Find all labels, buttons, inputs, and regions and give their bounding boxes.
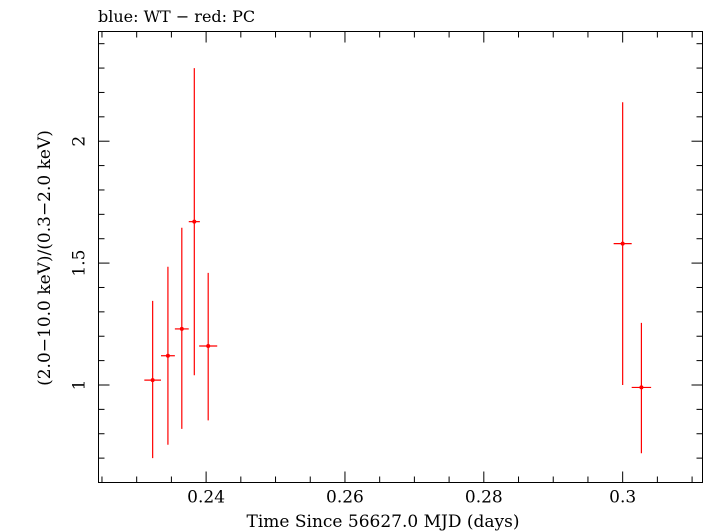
data-point (199, 272, 218, 421)
point-marker (165, 353, 170, 358)
data-point (631, 322, 652, 454)
x-tick-label: 0.24 (187, 488, 225, 508)
point-marker (150, 378, 155, 383)
data-points (144, 68, 652, 459)
x-tick-label: 0.28 (465, 488, 503, 508)
y-tick-label: 1.5 (70, 250, 90, 277)
point-marker (179, 326, 184, 331)
data-point (174, 227, 189, 429)
point-marker (192, 219, 197, 224)
axis-ticks (98, 31, 703, 483)
point-marker (206, 343, 211, 348)
point-marker (620, 241, 625, 246)
y-tick-label: 2 (70, 136, 90, 147)
point-marker (639, 385, 644, 390)
x-tick-label: 0.3 (609, 488, 636, 508)
data-point (144, 300, 161, 459)
y-tick-labels: 11.52 (70, 136, 90, 391)
x-tick-label: 0.26 (326, 488, 364, 508)
y-axis-label: (2.0−10.0 keV)/(0.3−2.0 keV) (35, 130, 55, 386)
chart-title: blue: WT − red: PC (98, 7, 255, 26)
data-point (160, 266, 175, 445)
y-tick-label: 1 (70, 380, 90, 391)
data-point (613, 102, 632, 385)
x-axis-label: Time Since 56627.0 MJD (days) (247, 512, 520, 532)
x-tick-labels: 0.24 0.26 0.28 0.3 (187, 488, 636, 508)
plot-frame (98, 31, 703, 483)
data-point (188, 68, 200, 376)
